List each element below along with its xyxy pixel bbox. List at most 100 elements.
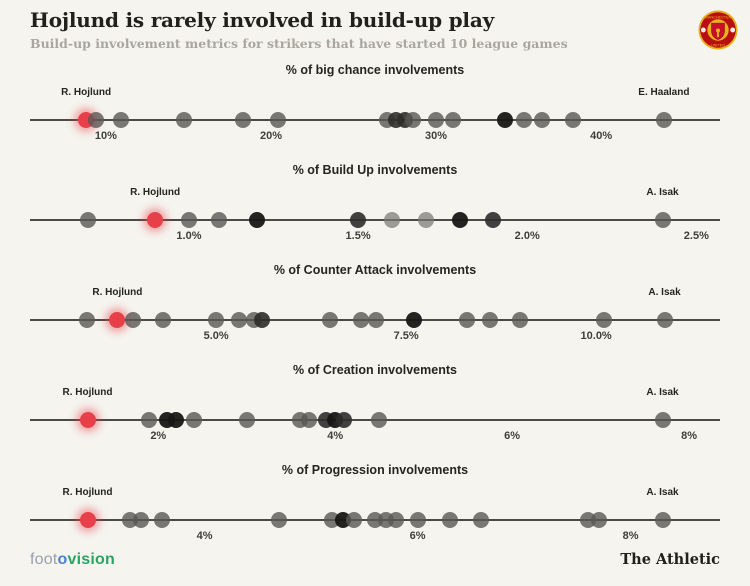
data-dot bbox=[654, 212, 671, 228]
data-dot bbox=[404, 112, 421, 128]
chart-title: % of Creation involvements bbox=[293, 363, 457, 377]
data-dot bbox=[180, 212, 197, 228]
data-dot bbox=[409, 512, 426, 528]
tick-label: 8% bbox=[681, 430, 697, 442]
player-label: A. Isak bbox=[646, 187, 679, 198]
data-dot bbox=[565, 112, 582, 128]
player-label: A. Isak bbox=[646, 487, 679, 498]
the-athletic-logo: The Athletic bbox=[620, 551, 720, 568]
chart-title: % of Counter Attack involvements bbox=[273, 263, 477, 277]
player-label: R. Hojlund bbox=[62, 487, 113, 498]
data-dot bbox=[367, 312, 384, 328]
data-dot bbox=[383, 212, 400, 228]
data-dot bbox=[654, 412, 671, 428]
data-dot bbox=[211, 212, 228, 228]
data-dot bbox=[497, 112, 514, 128]
svg-text:MANCHESTER: MANCHESTER bbox=[705, 16, 732, 20]
data-dot bbox=[79, 212, 96, 228]
data-dot bbox=[451, 212, 468, 228]
data-dot bbox=[167, 412, 184, 428]
player-label: E. Haaland bbox=[638, 87, 690, 98]
axis-line bbox=[30, 219, 720, 221]
data-dot bbox=[371, 412, 388, 428]
footovision-logo-o: o bbox=[57, 551, 68, 568]
footovision-logo-foot: foot bbox=[30, 551, 58, 568]
manchester-united-crest-icon: MANCHESTER UNITED bbox=[697, 9, 739, 51]
data-dot bbox=[175, 112, 192, 128]
data-dot bbox=[253, 312, 270, 328]
data-dot bbox=[428, 112, 445, 128]
data-dot bbox=[595, 312, 612, 328]
highlight-dot bbox=[79, 412, 96, 428]
data-dot bbox=[533, 112, 550, 128]
tick-label: 4% bbox=[196, 530, 213, 542]
chart-title: % of big chance involvements bbox=[285, 63, 465, 77]
player-label: A. Isak bbox=[648, 287, 681, 298]
tick-label: 1.5% bbox=[345, 230, 371, 242]
footovision-logo: footovision bbox=[30, 551, 115, 569]
data-dot bbox=[417, 212, 434, 228]
tick-label: 20% bbox=[259, 130, 283, 142]
data-dot bbox=[481, 312, 498, 328]
player-label: R. Hojlund bbox=[92, 287, 143, 298]
data-dot bbox=[185, 412, 202, 428]
data-dot bbox=[590, 512, 607, 528]
data-dot bbox=[655, 112, 672, 128]
data-dot bbox=[458, 312, 475, 328]
data-dot bbox=[336, 412, 353, 428]
data-dot bbox=[512, 312, 529, 328]
data-dot bbox=[88, 112, 105, 128]
data-dot bbox=[238, 412, 255, 428]
tick-label: 6% bbox=[409, 530, 426, 542]
tick-label: 10% bbox=[94, 130, 117, 142]
data-dot bbox=[248, 212, 265, 228]
data-dot bbox=[208, 312, 225, 328]
data-dot bbox=[269, 112, 286, 128]
highlight-dot bbox=[109, 312, 126, 328]
data-dot bbox=[485, 212, 502, 228]
data-dot bbox=[154, 312, 171, 328]
data-dot bbox=[345, 512, 362, 528]
data-dot bbox=[124, 312, 141, 328]
tick-label: 40% bbox=[590, 130, 613, 142]
player-label: R. Hojlund bbox=[62, 387, 113, 398]
tick-label: 6% bbox=[504, 430, 521, 442]
tick-label: 2.0% bbox=[514, 230, 540, 242]
axis-line bbox=[30, 119, 720, 121]
page-subtitle: Build-up involvement metrics for striker… bbox=[30, 36, 568, 51]
data-dot bbox=[656, 312, 673, 328]
data-dot bbox=[388, 512, 405, 528]
tick-label: 2% bbox=[150, 430, 167, 442]
data-dot bbox=[654, 512, 671, 528]
data-dot bbox=[132, 512, 149, 528]
chart-title: % of Build Up involvements bbox=[292, 163, 458, 177]
highlight-dot bbox=[79, 512, 96, 528]
data-dot bbox=[352, 312, 369, 328]
data-dot bbox=[141, 412, 158, 428]
data-dot bbox=[78, 312, 95, 328]
tick-label: 30% bbox=[425, 130, 448, 142]
tick-label: 1.0% bbox=[176, 230, 202, 242]
svg-text:UNITED: UNITED bbox=[711, 43, 725, 47]
data-dot bbox=[234, 112, 251, 128]
chart-title: % of Progression involvements bbox=[281, 463, 469, 477]
highlight-dot bbox=[147, 212, 164, 228]
data-dot bbox=[230, 312, 247, 328]
tick-label: 2.5% bbox=[683, 230, 709, 242]
page-title: Hojlund is rarely involved in build-up p… bbox=[30, 8, 495, 32]
data-dot bbox=[444, 112, 461, 128]
footovision-logo-vision: vision bbox=[67, 551, 115, 568]
data-dot bbox=[322, 312, 339, 328]
tick-label: 7.5% bbox=[393, 330, 419, 342]
tick-label: 8% bbox=[622, 530, 639, 542]
tick-label: 10.0% bbox=[580, 330, 612, 342]
player-label: R. Hojlund bbox=[130, 187, 181, 198]
tick-label: 4% bbox=[327, 430, 344, 442]
data-dot bbox=[112, 112, 129, 128]
tick-label: 5.0% bbox=[203, 330, 229, 342]
player-label: A. Isak bbox=[646, 387, 679, 398]
data-dot bbox=[405, 312, 422, 328]
data-dot bbox=[271, 512, 288, 528]
data-dot bbox=[350, 212, 367, 228]
